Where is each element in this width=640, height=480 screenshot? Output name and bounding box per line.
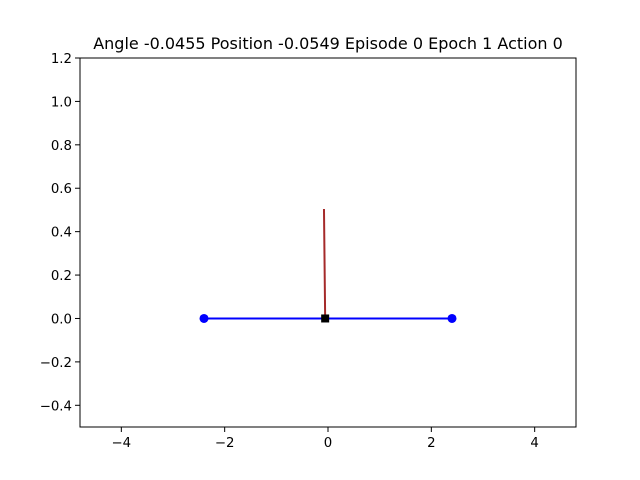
track-left-point (199, 313, 209, 323)
y-tick-label: 1.2 (51, 52, 72, 67)
y-tick-label: 0.0 (51, 312, 72, 327)
y-tick-label: −0.2 (40, 356, 72, 371)
pole-line (322, 209, 327, 320)
x-tick-label: −2 (215, 436, 235, 451)
x-tick-label: 2 (427, 436, 435, 451)
plot-area: −4 −2 0 2 4 −0.4 −0.2 0.0 0.2 0.4 0.6 0.8 1.0 1.2 (40, 52, 577, 451)
y-tick-label: 0.2 (51, 269, 72, 284)
axes-background (80, 58, 576, 427)
x-tick-label: −4 (112, 436, 132, 451)
cart-marker (321, 314, 330, 323)
y-tick-label: 1.0 (51, 95, 72, 110)
y-tick-label: 0.8 (51, 139, 72, 154)
x-tick-label: 4 (530, 436, 538, 451)
y-tick-label: 0.4 (51, 226, 72, 241)
y-tick-label: −0.4 (40, 399, 72, 414)
track-right-point (447, 313, 457, 323)
x-tick-label: 0 (324, 436, 332, 451)
chart-title: Angle -0.0455 Position -0.0549 Episode 0… (93, 34, 563, 53)
y-tick-label: 0.6 (51, 182, 72, 197)
